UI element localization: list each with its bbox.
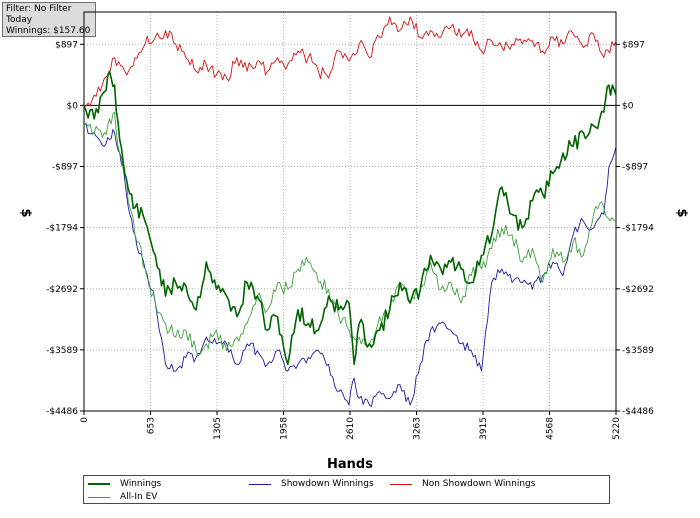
legend: Winnings Showdown Winnings Non Showdown … [83, 475, 610, 504]
x-tick-label: 0 [80, 417, 90, 423]
y-tick-label-left: -$897 [52, 163, 78, 173]
y-tick-label-right: -$1794 [622, 224, 654, 234]
x-tick-label: 1305 [213, 417, 223, 440]
y-tick-label-right: $897 [622, 40, 645, 50]
y-tick-label-right: -$4486 [622, 407, 654, 417]
legend-item-winnings: Winnings [88, 478, 161, 490]
legend-label-showdown: Showdown Winnings [281, 479, 374, 489]
y-tick-label-left: -$3589 [46, 346, 78, 356]
series-allin-ev [83, 111, 617, 357]
axes [80, 11, 620, 415]
series-non-showdown-winnings [83, 16, 617, 107]
legend-swatch-allin-ev [88, 496, 110, 498]
x-tick-label: 3915 [479, 417, 489, 440]
legend-label-allin-ev: All-In EV [120, 492, 158, 502]
series-winnings [83, 70, 617, 366]
y-tick-label-left: -$4486 [46, 407, 78, 417]
y-tick-label-left: $0 [67, 101, 79, 111]
x-tick-label: 5220 [612, 417, 622, 440]
legend-label-non-showdown: Non Showdown Winnings [422, 479, 536, 489]
y-tick-label-right: -$3589 [622, 346, 654, 356]
legend-swatch-showdown [249, 483, 271, 485]
legend-item-non-showdown: Non Showdown Winnings [390, 478, 535, 490]
y-tick-label-right: -$2692 [622, 285, 654, 295]
legend-label-winnings: Winnings [120, 479, 162, 489]
filter-info-box: Filter: No Filter Today Winnings: $157.6… [2, 2, 96, 37]
y-tick-label-right: $0 [622, 101, 634, 111]
series-layer [83, 16, 617, 407]
tick-labels: 0 653 1305 1958 2610 3263 3915 4568 5220 $897 $897… [46, 40, 654, 440]
period-label: Today [6, 15, 33, 25]
series-showdown-winnings [83, 122, 617, 407]
filter-label: Filter: No Filter [6, 4, 72, 14]
y-axis-label-right: $ [674, 208, 689, 217]
y-tick-label-left: -$2692 [46, 285, 78, 295]
legend-swatch-winnings [88, 483, 110, 485]
y-tick-label-right: -$897 [622, 163, 648, 173]
x-axis-label: Hands [327, 457, 373, 472]
y-tick-label-left: $897 [55, 40, 78, 50]
legend-item-showdown: Showdown Winnings [249, 478, 374, 490]
y-axis-label-left: $ [18, 208, 33, 217]
grid [84, 12, 616, 411]
x-tick-label: 3263 [413, 417, 423, 440]
legend-item-allin-ev: All-In EV [88, 491, 157, 503]
x-tick-label: 4568 [546, 417, 556, 440]
x-tick-label: 653 [147, 417, 157, 434]
winnings-total-label: Winnings: $157.60 [6, 26, 91, 36]
y-tick-label-left: -$1794 [46, 224, 78, 234]
x-tick-label: 2610 [346, 417, 356, 440]
x-tick-label: 1958 [280, 417, 290, 440]
legend-swatch-non-showdown [390, 483, 412, 485]
